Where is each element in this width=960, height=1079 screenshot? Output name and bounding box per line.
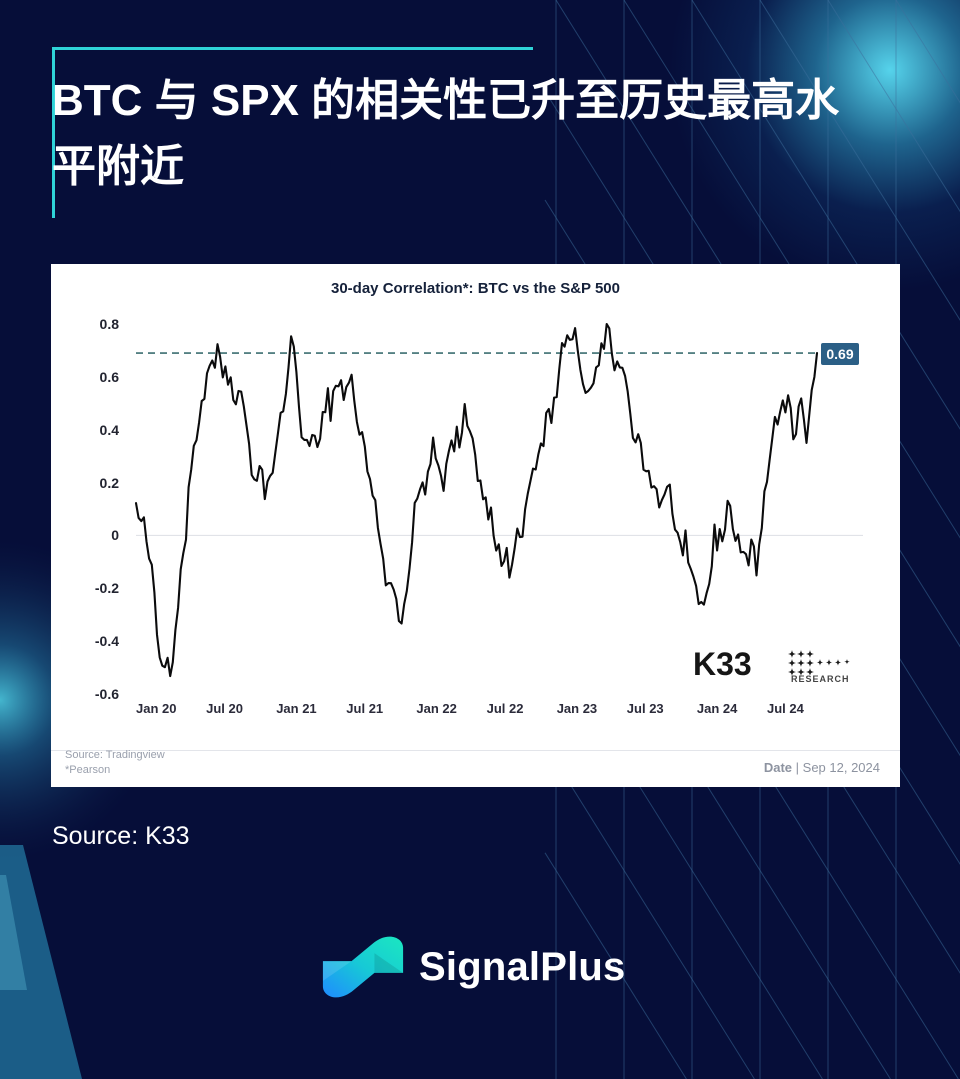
svg-text:K33: K33 [693, 646, 752, 682]
svg-text:RESEARCH: RESEARCH [791, 674, 850, 684]
